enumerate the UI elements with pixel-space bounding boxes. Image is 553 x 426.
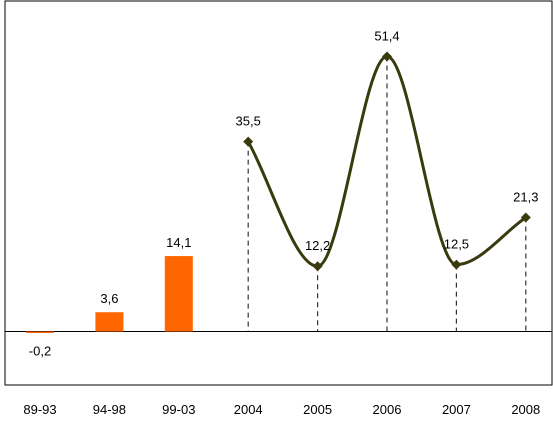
marker-2007 [451, 259, 462, 270]
line-label-2006: 51,4 [374, 29, 399, 44]
bar-99-03 [164, 256, 193, 332]
line-label-2005: 12,2 [305, 238, 330, 253]
bar-label-94-98: 3,6 [100, 291, 118, 306]
bar-89-93 [26, 331, 54, 333]
x-tick-89-93: 89-93 [23, 402, 56, 417]
bar-94-98 [95, 312, 124, 332]
x-tick-2005: 2005 [303, 402, 332, 417]
line-label-2004: 35,5 [236, 114, 261, 129]
x-tick-2008: 2008 [511, 402, 540, 417]
line-label-2007: 12,5 [444, 237, 469, 252]
marker-2005 [312, 261, 323, 272]
x-tick-94-98: 94-98 [93, 402, 126, 417]
x-tick-99-03: 99-03 [162, 402, 195, 417]
marker-2004 [243, 136, 254, 147]
marker-2006 [382, 51, 392, 62]
plot-frame [4, 0, 553, 386]
x-tick-2007: 2007 [442, 402, 471, 417]
line-label-2008: 21,3 [513, 190, 538, 205]
x-tick-2006: 2006 [373, 402, 402, 417]
marker-2008 [520, 212, 531, 223]
bar-label-89-93: -0,2 [29, 344, 51, 359]
x-tick-2004: 2004 [234, 402, 263, 417]
bar-label-99-03: 14,1 [166, 235, 191, 250]
